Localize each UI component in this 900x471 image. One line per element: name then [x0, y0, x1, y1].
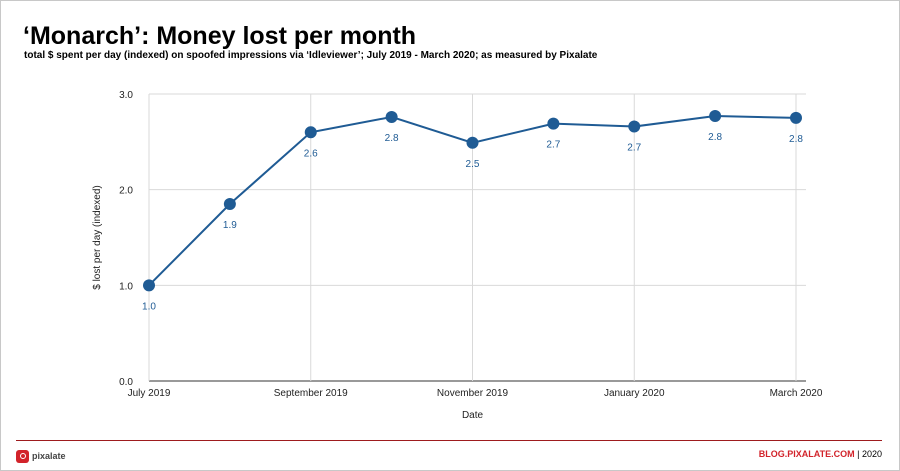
brand-logo: pixalate	[16, 448, 66, 464]
data-point	[143, 279, 155, 292]
data-point	[790, 111, 802, 124]
data-point	[223, 198, 236, 211]
footer-site-link[interactable]: BLOG.PIXALATE.COM	[758, 449, 855, 459]
page-subtitle: total $ spent per day (indexed) on spoof…	[24, 50, 598, 61]
data-label: 2.5	[466, 159, 480, 170]
x-tick-label: January 2020	[604, 388, 665, 399]
footer-credit: BLOG.PIXALATE.COM | 2020	[759, 449, 882, 459]
y-axis-title: $ lost per day (indexed)	[92, 185, 103, 290]
data-point	[709, 110, 722, 123]
x-tick-label: July 2019	[128, 388, 171, 399]
x-tick-label: September 2019	[274, 388, 348, 399]
data-label: 1.0	[142, 301, 156, 312]
data-label: 2.7	[627, 143, 641, 154]
data-point	[547, 117, 560, 130]
data-label: 2.8	[385, 133, 399, 144]
pixalate-logo-icon	[16, 449, 29, 463]
footer-divider	[16, 440, 882, 441]
data-point	[304, 126, 317, 139]
data-label: 1.9	[223, 220, 237, 231]
data-point	[628, 120, 641, 133]
data-point	[385, 110, 398, 123]
data-label: 2.6	[304, 148, 318, 159]
data-label: 2.7	[546, 140, 560, 151]
data-point	[466, 136, 479, 149]
y-tick-label: 1.0	[119, 281, 133, 292]
x-axis-title: Date	[462, 410, 484, 421]
x-tick-label: November 2019	[437, 388, 509, 399]
x-tick-label: March 2020	[770, 388, 823, 399]
page-title: ‘Monarch’: Money lost per month	[23, 22, 417, 50]
data-label: 2.8	[789, 134, 803, 145]
y-tick-label: 0.0	[119, 377, 133, 388]
y-tick-label: 3.0	[119, 90, 133, 101]
logo-text: pixalate	[32, 451, 66, 461]
footer-separator: |	[857, 449, 860, 459]
data-label: 2.8	[708, 132, 722, 143]
y-tick-label: 2.0	[119, 186, 133, 197]
footer-year: 2020	[861, 449, 882, 459]
